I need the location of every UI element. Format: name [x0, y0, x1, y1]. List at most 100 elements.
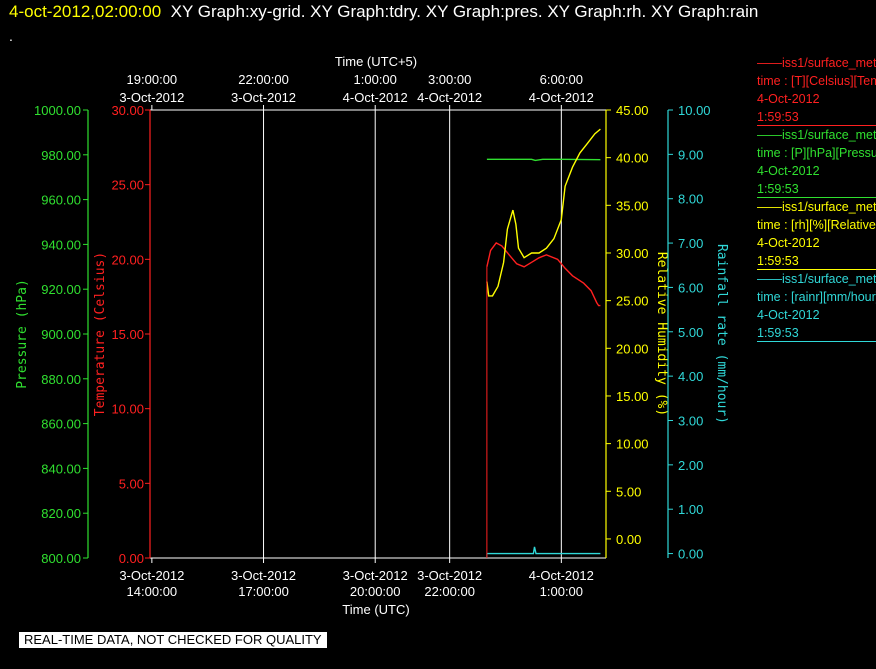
y-tick-label-rain: 3.00 [678, 413, 703, 428]
x-tick-label-top-time: 19:00:00 [127, 72, 178, 87]
y-tick-label-humidity: 0.00 [616, 532, 641, 547]
x-tick-label-top-date: 4-Oct-2012 [529, 90, 594, 105]
x-tick-label-date: 3-Oct-2012 [343, 568, 408, 583]
y-tick-label-pressure: 980.00 [41, 148, 81, 163]
y-tick-label-humidity: 40.00 [616, 151, 649, 166]
legend-divider [757, 197, 876, 198]
x-tick-label-date: 3-Oct-2012 [231, 568, 296, 583]
y-tick-label-pressure: 800.00 [41, 551, 81, 566]
quality-warning-banner: REAL-TIME DATA, NOT CHECKED FOR QUALITY [19, 632, 327, 648]
y-tick-label-pressure: 960.00 [41, 193, 81, 208]
legend-series-time: 1:59:53 [757, 326, 799, 340]
legend-series-time: 1:59:53 [757, 182, 799, 196]
legend-series-name: ——iss1/surface_met [757, 56, 876, 70]
legend-series-date: 4-Oct-2012 [757, 164, 820, 178]
x-tick-label-date: 3-Oct-2012 [119, 568, 184, 583]
x-tick-label-time: 1:00:00 [540, 584, 583, 599]
legend-series-name: ——iss1/surface_met [757, 272, 876, 286]
legend-series-date: 4-Oct-2012 [757, 308, 820, 322]
x-tick-label-time: 17:00:00 [238, 584, 289, 599]
series-line-rain [486, 546, 601, 555]
header-datetime: 4-oct-2012,02:00:00 [9, 2, 162, 21]
y-tick-label-pressure: 840.00 [41, 461, 81, 476]
y-tick-label-temperature: 25.00 [111, 178, 144, 193]
y-tick-label-humidity: 45.00 [616, 103, 649, 118]
y-tick-label-humidity: 20.00 [616, 341, 649, 356]
y-tick-label-humidity: 25.00 [616, 294, 649, 309]
header-title: 4-oct-2012,02:00:00 XY Graph:xy-grid. XY… [9, 2, 758, 22]
legend-series-field: time : [P][hPa][Pressure] [757, 146, 876, 160]
y-tick-label-humidity: 10.00 [616, 437, 649, 452]
legend-item-humidity[interactable]: ——iss1/surface_met time : [rh][%][Relati… [757, 198, 876, 270]
x-tick-label-top-time: 1:00:00 [354, 72, 397, 87]
x-tick-label-time: 20:00:00 [350, 584, 401, 599]
y-tick-label-temperature: 30.00 [111, 103, 144, 118]
y-tick-label-humidity: 15.00 [616, 389, 649, 404]
legend-item-temperature[interactable]: ——iss1/surface_met time : [T][Celsius][T… [757, 54, 876, 126]
legend-series-time: 1:59:53 [757, 254, 799, 268]
series-line-temperature [486, 241, 601, 307]
y-tick-label-rain: 4.00 [678, 369, 703, 384]
y-tick-label-rain: 6.00 [678, 280, 703, 295]
y-tick-label-pressure: 1000.00 [34, 103, 81, 118]
x-axis-title-top: Time (UTC+5) [335, 54, 417, 69]
legend-divider [757, 341, 876, 342]
y-tick-label-rain: 8.00 [678, 192, 703, 207]
legend-series-time: 1:59:53 [757, 110, 799, 124]
y-axis-title-humidity: Relative Humidity (%) [654, 252, 669, 416]
x-tick-label-time: 14:00:00 [127, 584, 178, 599]
series-line-pressure [486, 158, 601, 162]
x-tick-label-top-time: 3:00:00 [428, 72, 471, 87]
legend-series-date: 4-Oct-2012 [757, 236, 820, 250]
y-tick-label-rain: 0.00 [678, 547, 703, 562]
legend-item-rain[interactable]: ——iss1/surface_met time : [rainr][mm/hou… [757, 270, 876, 342]
legend-item-pressure[interactable]: ——iss1/surface_met time : [P][hPa][Press… [757, 126, 876, 198]
y-tick-label-temperature: 0.00 [119, 551, 144, 566]
x-tick-label-top-time: 22:00:00 [238, 72, 289, 87]
y-tick-label-rain: 1.00 [678, 502, 703, 517]
y-tick-label-pressure: 920.00 [41, 282, 81, 297]
x-tick-label-time: 22:00:00 [424, 584, 475, 599]
x-tick-label-top-date: 3-Oct-2012 [119, 90, 184, 105]
y-tick-label-pressure: 940.00 [41, 237, 81, 252]
x-tick-label-top-date: 3-Oct-2012 [231, 90, 296, 105]
legend: ——iss1/surface_met time : [T][Celsius][T… [757, 54, 876, 342]
x-axis-title-bottom: Time (UTC) [342, 602, 409, 617]
x-tick-label-top-date: 4-Oct-2012 [417, 90, 482, 105]
legend-series-field: time : [rainr][mm/hour] [757, 290, 876, 304]
y-tick-label-rain: 9.00 [678, 147, 703, 162]
legend-divider [757, 125, 876, 126]
legend-series-field: time : [rh][%][Relative Humidity] [757, 218, 876, 232]
y-tick-label-rain: 10.00 [678, 103, 711, 118]
y-tick-label-pressure: 820.00 [41, 506, 81, 521]
y-tick-label-humidity: 5.00 [616, 484, 641, 499]
y-tick-label-temperature: 15.00 [111, 327, 144, 342]
y-tick-label-rain: 2.00 [678, 458, 703, 473]
x-tick-label-top-date: 4-Oct-2012 [343, 90, 408, 105]
legend-series-field: time : [T][Celsius][Temperature] [757, 74, 876, 88]
legend-divider [757, 269, 876, 270]
y-tick-label-rain: 7.00 [678, 236, 703, 251]
y-tick-label-temperature: 20.00 [111, 252, 144, 267]
y-axis-title-rain: Rainfall rate (mm/hour) [714, 244, 729, 424]
x-tick-label-date: 4-Oct-2012 [529, 568, 594, 583]
header-dot: . [9, 28, 13, 44]
y-tick-label-temperature: 10.00 [111, 402, 144, 417]
y-axis-title-pressure: Pressure (hPa) [15, 279, 30, 389]
y-tick-label-rain: 5.00 [678, 325, 703, 340]
y-tick-label-pressure: 860.00 [41, 417, 81, 432]
header-graph-list: XY Graph:xy-grid. XY Graph:tdry. XY Grap… [170, 2, 759, 21]
y-tick-label-pressure: 880.00 [41, 372, 81, 387]
x-tick-label-top-time: 6:00:00 [540, 72, 583, 87]
y-tick-label-humidity: 35.00 [616, 198, 649, 213]
y-axis-title-temperature: Temperature (Celsius) [93, 252, 108, 416]
y-tick-label-pressure: 900.00 [41, 327, 81, 342]
x-tick-label-date: 3-Oct-2012 [417, 568, 482, 583]
y-tick-label-temperature: 5.00 [119, 476, 144, 491]
legend-series-name: ——iss1/surface_met [757, 128, 876, 142]
series-line-humidity [486, 128, 601, 297]
legend-series-date: 4-Oct-2012 [757, 92, 820, 106]
y-tick-label-humidity: 30.00 [616, 246, 649, 261]
legend-series-name: ——iss1/surface_met [757, 200, 876, 214]
